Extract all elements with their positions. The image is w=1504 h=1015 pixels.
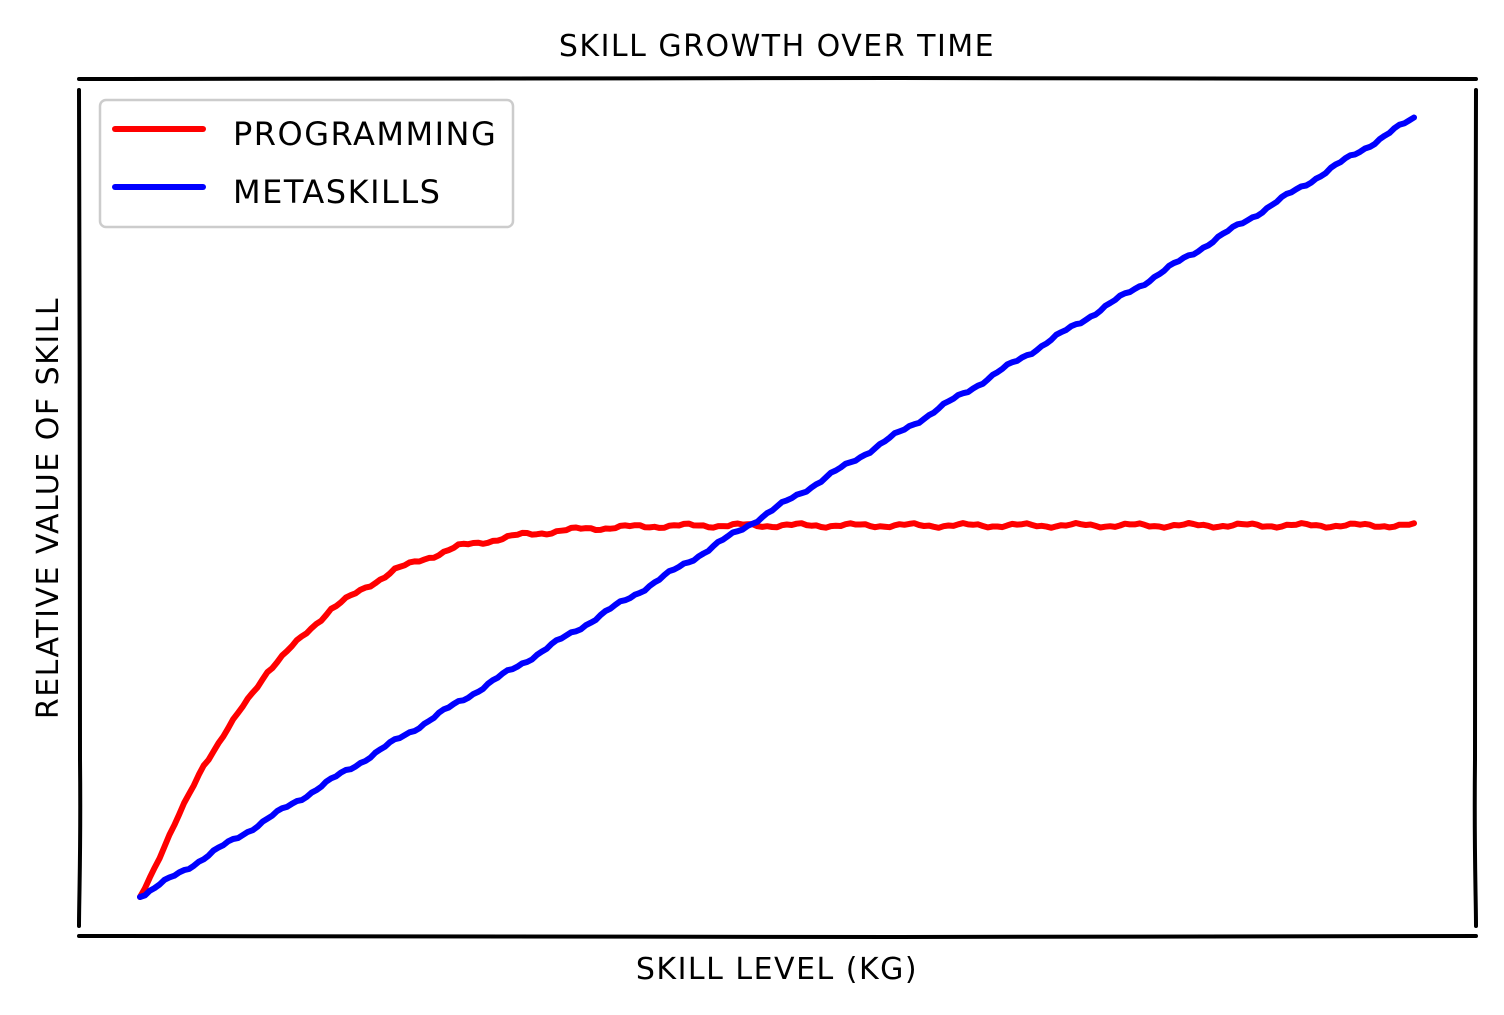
plot-frame	[77, 75, 1478, 940]
y-axis-label: RELATIVE VALUE OF SKILL	[31, 297, 66, 719]
plot-frame-left	[77, 88, 83, 928]
plot-frame-top	[77, 75, 1478, 82]
plot-frame-right	[1472, 88, 1478, 928]
x-axis-label: SKILL LEVEL (KG)	[636, 952, 918, 987]
legend-label-programming: PROGRAMMING	[233, 115, 497, 153]
series-line-programming	[137, 520, 1417, 900]
plot-frame-bottom	[77, 933, 1478, 940]
chart-title: SKILL GROWTH OVER TIME	[559, 29, 995, 64]
legend: PROGRAMMING METASKILLS	[98, 98, 515, 229]
series-layer	[137, 114, 1417, 900]
series-line-metaskills	[137, 114, 1417, 900]
legend-label-metaskills: METASKILLS	[233, 173, 441, 211]
